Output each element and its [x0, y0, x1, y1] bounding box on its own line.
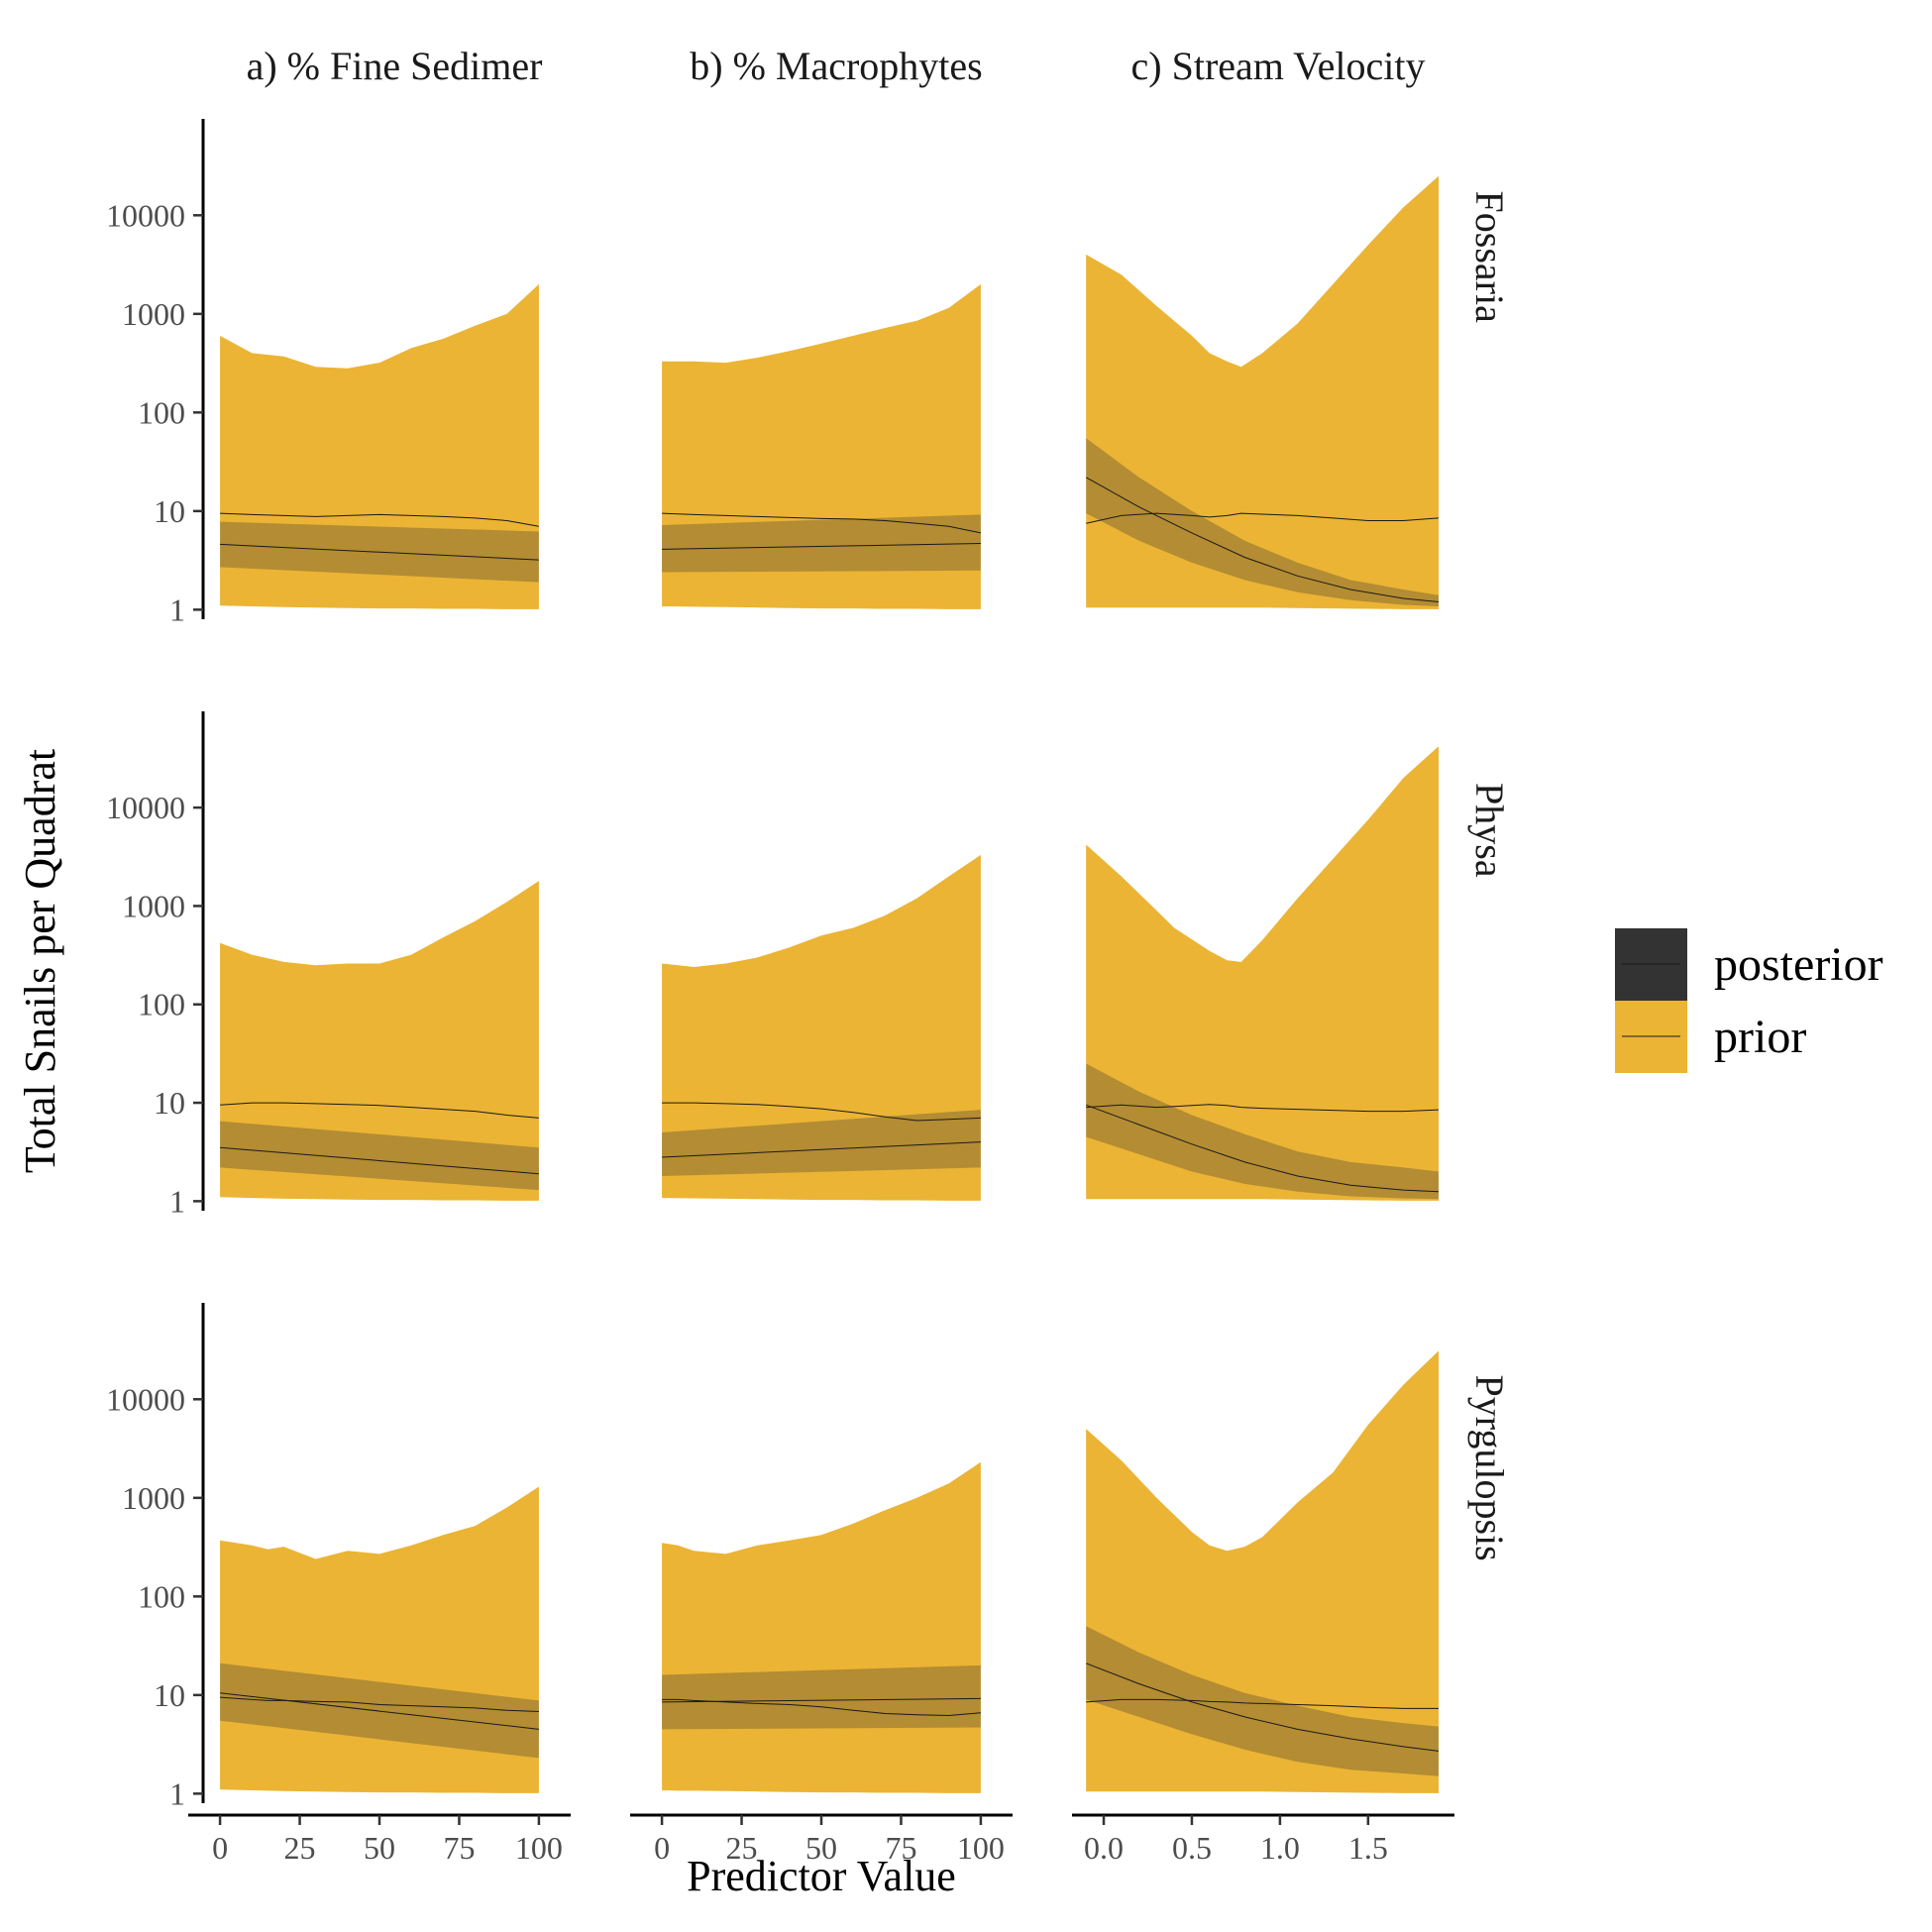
prior-band: [662, 283, 981, 609]
prior-band: [220, 881, 539, 1201]
y-tick-label: 10000: [106, 790, 185, 825]
legend-label-prior: prior: [1714, 1011, 1806, 1063]
prior-band: [220, 1486, 539, 1793]
x-tick-label: 100: [515, 1830, 563, 1866]
y-tick-label: 1000: [122, 888, 185, 923]
prior-median-line: [220, 512, 539, 527]
posterior-median-line: [1086, 1663, 1440, 1752]
posterior-band: [220, 1121, 539, 1191]
panel-pyrgulopsis-1: [220, 1486, 539, 1793]
x-tick-label: 100: [957, 1830, 1005, 1866]
x-tick-label: 0.5: [1172, 1830, 1212, 1866]
x-tick-label: 50: [805, 1830, 837, 1866]
x-tick-label: 75: [885, 1830, 916, 1866]
x-tick-label: 75: [443, 1830, 475, 1866]
y-tick-label: 100: [138, 1578, 185, 1614]
prior-band: [1086, 1350, 1439, 1793]
prior-median-line: [220, 1102, 539, 1119]
x-tick-label: 1.0: [1260, 1830, 1300, 1866]
x-tick-label: 1.5: [1348, 1830, 1388, 1866]
posterior-band: [1086, 438, 1439, 606]
posterior-median-line: [220, 1146, 539, 1175]
prior-median-line: [662, 512, 982, 534]
y-tick-label: 1: [169, 1183, 185, 1219]
prior-median-line: [1086, 1698, 1439, 1709]
x-tick-label: 25: [726, 1830, 758, 1866]
x-tick-label: 0: [212, 1830, 228, 1866]
y-tick-label: 1: [169, 1775, 185, 1811]
row-strip-label: Pyrgulopsis: [1467, 1375, 1512, 1561]
y-tick-label: 10: [154, 1085, 185, 1121]
prior-median-line: [662, 1698, 981, 1717]
y-tick-label: 100: [138, 394, 185, 430]
posterior-median-line: [1085, 477, 1440, 602]
column-strip-label: c) Stream Velocity: [1131, 44, 1426, 88]
panel-pyrgulopsis-2: [662, 1461, 981, 1793]
prior-band: [662, 1461, 981, 1793]
posterior-median-line: [1086, 1104, 1440, 1193]
posterior-band: [662, 1110, 981, 1176]
prior-median-line: [1086, 1104, 1440, 1113]
y-tick-label: 1000: [122, 1480, 185, 1516]
panel-fossaria-3: [1085, 175, 1440, 609]
prior-median-line: [1086, 512, 1440, 524]
panel-physa-3: [1086, 746, 1440, 1201]
panel-physa-1: [220, 881, 539, 1201]
y-tick-label: 100: [138, 987, 185, 1022]
posterior-median-line: [220, 543, 539, 561]
y-axis-title: Total Snails per Quadrat: [16, 749, 64, 1173]
x-tick-label: 25: [284, 1830, 316, 1866]
y-tick-label: 10000: [106, 197, 185, 233]
row-strip-label: Fossaria: [1467, 191, 1512, 324]
panel-fossaria-2: [662, 283, 982, 609]
column-strip-label: b) % Macrophytes: [690, 44, 982, 88]
legend: posterior prior: [1615, 928, 1883, 1073]
y-tick-label: 10000: [106, 1381, 185, 1417]
panel-fossaria-1: [220, 283, 539, 609]
posterior-median-line: [662, 1697, 981, 1703]
row-strip-label: Physa: [1467, 783, 1512, 878]
posterior-band: [662, 514, 981, 573]
x-axis-title: Predictor Value: [687, 1852, 956, 1900]
posterior-median-line: [220, 1692, 539, 1730]
posterior-band: [1086, 1063, 1439, 1200]
panel-pyrgulopsis-3: [1086, 1350, 1440, 1793]
y-tick-label: 10: [154, 493, 185, 529]
y-tick-label: 10: [154, 1677, 185, 1713]
prior-median-line: [220, 1696, 539, 1712]
prior-band: [220, 283, 539, 609]
x-tick-label: 0: [654, 1830, 670, 1866]
prior-band: [662, 854, 981, 1201]
legend-label-posterior: posterior: [1714, 938, 1883, 991]
posterior-band: [662, 1664, 981, 1730]
y-tick-label: 1: [169, 591, 185, 627]
panel-physa-2: [662, 854, 981, 1201]
column-strip-label: a) % Fine Sedimer: [247, 44, 543, 88]
x-tick-label: 50: [364, 1830, 395, 1866]
prior-band: [1086, 175, 1439, 609]
posterior-median-line: [662, 1141, 981, 1158]
prior-band: [1086, 746, 1439, 1201]
x-tick-label: 0.0: [1084, 1830, 1124, 1866]
prior-median-line: [662, 1102, 981, 1122]
y-tick-label: 1000: [122, 296, 185, 332]
posterior-median-line: [662, 543, 981, 550]
